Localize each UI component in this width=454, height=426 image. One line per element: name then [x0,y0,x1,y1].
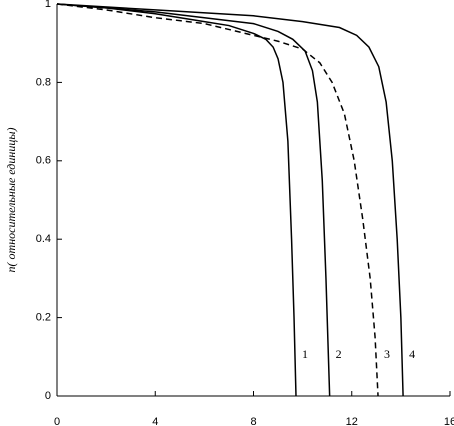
x-tick-label: 12 [346,416,358,426]
y-axis-label: n( относительные единицы) [4,128,18,273]
series-label: 4 [409,347,415,361]
series-label: 1 [302,347,308,361]
y-tick-label: 0.8 [36,76,51,88]
line [56,3,404,397]
x-tick-label: 16 [444,416,454,426]
line [56,3,331,397]
y-tick-label: 0.4 [36,233,51,245]
series-label: 2 [336,347,342,361]
line [56,3,379,397]
line [56,3,297,397]
y-tick-label: 1 [45,0,51,10]
x-tick-label: 4 [152,416,158,426]
x-tick-label: 0 [54,416,60,426]
x-tick-label: 8 [250,416,256,426]
y-tick-label: 0.6 [36,155,51,167]
series-label: 3 [384,347,390,361]
y-tick-label: 0.2 [36,312,51,324]
y-tick-label: 0 [45,390,51,402]
